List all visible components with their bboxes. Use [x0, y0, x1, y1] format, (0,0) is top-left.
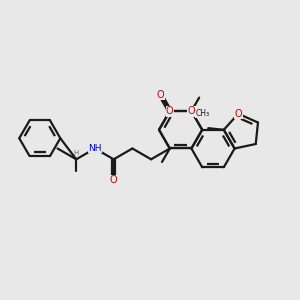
Text: O: O — [166, 106, 174, 116]
Text: NH: NH — [88, 144, 102, 153]
Text: CH₃: CH₃ — [195, 109, 209, 118]
Text: O: O — [188, 106, 195, 116]
Text: O: O — [234, 109, 242, 119]
Text: O: O — [110, 175, 118, 185]
Text: O: O — [157, 90, 164, 100]
Text: H: H — [74, 150, 79, 156]
